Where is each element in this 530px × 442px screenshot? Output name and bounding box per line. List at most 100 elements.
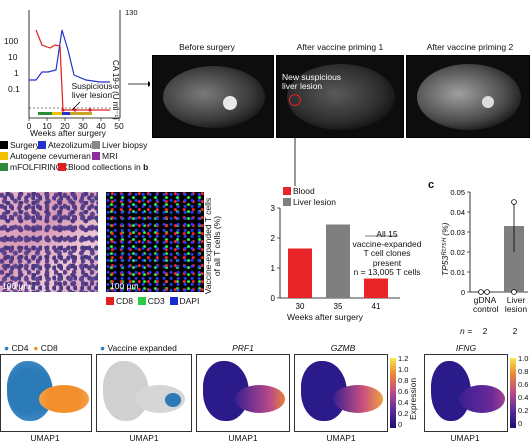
cbar-tick: 0.4 xyxy=(398,398,409,407)
bar-legend: Liver lesion xyxy=(283,197,336,207)
c-point xyxy=(511,289,517,295)
cbar-tick: 1.0 xyxy=(398,365,409,374)
c-ytick-label: 0.01 xyxy=(450,268,465,277)
c-ytick-label: 0.04 xyxy=(450,208,465,217)
histology-scale: 100 μm xyxy=(2,281,31,291)
lesion-annotation: Suspicious liver lesion xyxy=(71,81,113,100)
ytick-left: 0.1 xyxy=(8,84,20,94)
cbar-tick: 0.6 xyxy=(398,387,409,396)
bar-ytick-label: 0 xyxy=(271,294,276,303)
cbar2-tick: 0.8 xyxy=(518,367,529,376)
bar-xtick-label: 30 xyxy=(296,302,305,311)
bar-ytick-label: 1 xyxy=(271,264,276,273)
c-point xyxy=(478,289,484,295)
umap-gzmb xyxy=(294,354,388,432)
c-point xyxy=(484,289,490,295)
histology-image xyxy=(0,192,98,292)
bar-ytick-label: 2 xyxy=(271,234,276,243)
bar xyxy=(288,248,312,298)
mri-after-priming-1 xyxy=(276,55,404,138)
xtick: 0 xyxy=(26,121,32,131)
mri-title: Before surgery xyxy=(179,42,235,52)
mri-title: After vaccine priming 1 xyxy=(296,42,384,52)
mri-callout: New suspicious liver lesion xyxy=(282,72,342,91)
tp53-scatter-chart: 0 0.01 0.02 0.03 0.04 0.05 xyxy=(450,188,528,297)
umap-legend: ● CD4 ● CD8 xyxy=(4,343,58,353)
c-ytick-label: 0.05 xyxy=(450,188,465,197)
bar-xlabel: Weeks after surgery xyxy=(287,312,363,322)
umap-xlabel: UMAP1 xyxy=(450,433,480,442)
xtick: 40 xyxy=(96,121,106,131)
c-ytick-label: 0.02 xyxy=(450,248,465,257)
umap-cd4-cd8 xyxy=(0,354,92,432)
vaccine-expanded-bar-chart: 0 1 2 3 30 35 41 xyxy=(271,204,400,311)
mri-title: After vaccine priming 2 xyxy=(426,42,514,52)
colorbar xyxy=(390,358,396,428)
cbar-tick: 0 xyxy=(398,420,403,429)
cbar-tick: 0.8 xyxy=(398,376,409,385)
umap-vaccine-expanded xyxy=(96,354,192,432)
bar-legend: Blood xyxy=(283,186,315,196)
xtick: 20 xyxy=(60,121,70,131)
legend-item: Blood collections in b xyxy=(58,162,148,172)
legend-item: MRI xyxy=(92,151,118,161)
xtick: 30 xyxy=(78,121,88,131)
cbar2-tick: 0.6 xyxy=(518,380,529,389)
ytick-left: 1 xyxy=(14,68,19,78)
cbar2-tick: 0.2 xyxy=(518,406,529,415)
cbar2-tick: 0 xyxy=(518,419,523,428)
legend-item: Atezolizumab xyxy=(38,140,99,150)
cbar2-tick: 1.0 xyxy=(518,354,529,363)
umap-prf1 xyxy=(196,354,290,432)
cbar-tick: 1.2 xyxy=(398,354,409,363)
c-bar xyxy=(504,226,524,292)
ca199-line xyxy=(29,29,110,83)
umap-xlabel: UMAP1 xyxy=(326,433,356,442)
ytick-left: 10 xyxy=(8,52,18,62)
c-ytick-label: 0.03 xyxy=(450,228,465,237)
bar-ylabel: Vaccine-expanded T cells of all T cells … xyxy=(203,197,222,295)
bar-annotation: All 15 vaccine-expanded T cell clones pr… xyxy=(352,229,422,277)
bar xyxy=(326,224,350,298)
umap-xlabel: UMAP1 xyxy=(129,433,159,442)
colorbar-2 xyxy=(510,358,516,428)
cbar-tick: 0.2 xyxy=(398,409,409,418)
bar-xtick-label: 35 xyxy=(334,302,343,311)
c-point xyxy=(511,199,517,205)
legend-item: Liver biopsy xyxy=(92,140,147,150)
timeline-chart xyxy=(28,10,150,121)
legend-item: Surgery xyxy=(0,140,40,150)
xtick: 10 xyxy=(42,121,52,131)
umap-title: GZMB xyxy=(330,343,356,353)
c-xtick: gDNA control xyxy=(473,295,499,314)
immunofluorescence-image xyxy=(106,192,204,292)
umap-ifng xyxy=(424,354,508,432)
bar-ytick-label: 3 xyxy=(271,204,276,213)
c-xtick: Liver lesion xyxy=(504,295,528,314)
panel-label-c: c xyxy=(428,179,435,191)
mri-after-priming-2 xyxy=(406,55,530,138)
umap-title: PRF1 xyxy=(232,343,254,353)
umap-legend: ● Vaccine expanded xyxy=(100,343,177,353)
ytick-left: 100 xyxy=(4,36,19,46)
legend-item: Autogene cevumeran xyxy=(0,151,91,161)
bar xyxy=(364,278,388,298)
if-legend: CD8 CD3 DAPI xyxy=(106,296,199,306)
bar-xtick-label: 41 xyxy=(372,302,381,311)
connector-line xyxy=(294,138,296,186)
umap-xlabel: UMAP1 xyxy=(228,433,258,442)
umap-title: IFNG xyxy=(455,343,477,353)
cbar2-tick: 0.4 xyxy=(518,393,529,402)
mri-before-surgery xyxy=(152,55,274,138)
n-label: n = xyxy=(460,326,473,336)
legend-item: mFOLFIRINOX xyxy=(0,162,68,172)
ctdna-line xyxy=(35,29,110,111)
colorbar-label: Expression xyxy=(408,377,418,420)
n-value: 2 xyxy=(512,326,518,336)
tp53-ylabel: TP53ᴿ¹⁷⁵ᴴ (%) xyxy=(440,222,450,276)
if-scale: 100 μm xyxy=(110,281,139,291)
n-value: 2 xyxy=(482,326,488,336)
ytick-right: 130 xyxy=(125,8,138,17)
umap-xlabel: UMAP1 xyxy=(30,433,60,442)
x-axis-label: Weeks after surgery xyxy=(30,128,106,138)
